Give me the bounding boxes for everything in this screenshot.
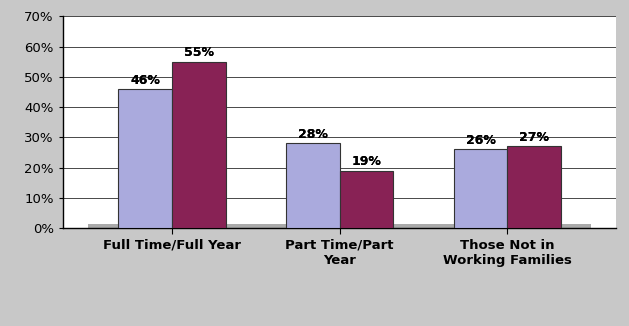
Text: 55%: 55% — [184, 46, 214, 59]
Text: 19%: 19% — [352, 155, 381, 168]
Text: 26%: 26% — [465, 134, 496, 147]
Bar — [340, 171, 393, 228]
Text: 27%: 27% — [519, 131, 549, 144]
Text: 19%: 19% — [352, 155, 381, 168]
Bar — [454, 150, 508, 228]
Bar — [118, 89, 172, 228]
Bar — [88, 224, 591, 228]
Text: 27%: 27% — [519, 131, 549, 144]
Text: 55%: 55% — [184, 46, 214, 59]
Bar — [286, 143, 340, 228]
Text: 46%: 46% — [130, 74, 160, 86]
Bar — [172, 62, 226, 228]
Text: 28%: 28% — [298, 128, 328, 141]
Text: 46%: 46% — [130, 74, 160, 86]
Text: 26%: 26% — [465, 134, 496, 147]
Bar — [508, 146, 561, 228]
Text: 28%: 28% — [298, 128, 328, 141]
